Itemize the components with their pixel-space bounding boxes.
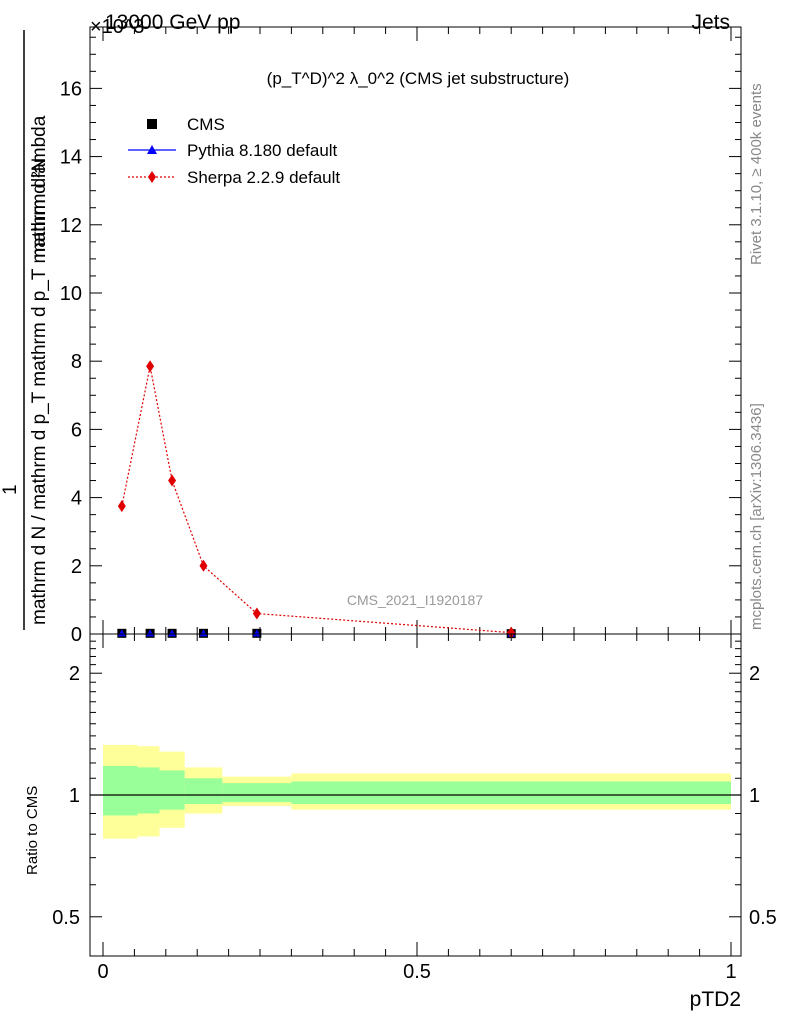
pythia-data-point xyxy=(168,629,177,637)
legend-label: CMS xyxy=(187,115,225,134)
ratio-y-tick-label-right: 1 xyxy=(749,785,760,807)
sherpa-data-point xyxy=(199,559,208,572)
main-y-tick-label: 4 xyxy=(71,488,82,510)
main-y-label: mathrm d²N 1 mathrm d N / mathrm d p_T m… xyxy=(0,30,50,630)
sherpa-data-point xyxy=(146,360,155,373)
main-y-tick-label: 14 xyxy=(60,147,82,169)
ratio-y-tick-label-right: 2 xyxy=(749,663,760,685)
pythia-data-point xyxy=(199,629,208,637)
pythia-data-point xyxy=(117,629,126,637)
legend-marker-cms xyxy=(147,119,157,129)
ratio-band-inner xyxy=(159,770,185,810)
main-y-tick-label: 16 xyxy=(60,78,82,100)
main-y-tick-label: 10 xyxy=(60,283,82,305)
watermark: CMS_2021_I1920187 xyxy=(347,592,483,608)
ratio-y-label: Ratio to CMS xyxy=(24,786,41,875)
sherpa-data-point xyxy=(507,626,516,639)
x-tick-label: 1 xyxy=(725,961,736,983)
sherpa-data-point xyxy=(252,607,261,620)
main-plot-title: (p_T^D)^2 λ_0^2 (CMS jet substructure) xyxy=(267,69,570,88)
legend-label: Pythia 8.180 default xyxy=(187,141,338,160)
ratio-y-tick-label-right: 0.5 xyxy=(749,907,777,929)
ratio-band-inner xyxy=(103,765,138,816)
y-label-one: 1 xyxy=(0,484,21,495)
legend-label: Sherpa 2.2.9 default xyxy=(187,168,340,187)
ratio-band-inner xyxy=(222,783,292,803)
sherpa-data-point xyxy=(168,474,177,487)
x-tick-label: 0 xyxy=(97,961,108,983)
main-y-ticks: 0 2 4 6 8 10 12 14 16 xyxy=(60,36,741,646)
legend-marker-sherpa xyxy=(148,171,156,183)
series-line-sherpa xyxy=(121,366,512,634)
ratio-x-ticks: 0 0.5 1 xyxy=(97,634,737,983)
x-tick-label: 0.5 xyxy=(403,961,431,983)
ratio-y-tick-label: 0.5 xyxy=(52,907,80,929)
main-x-ticks xyxy=(102,27,732,634)
ratio-y-ticks: 0.5 0.5 1 1 2 2 xyxy=(52,633,777,957)
ratio-band-inner xyxy=(184,778,223,805)
main-y-tick-label: 6 xyxy=(71,419,82,441)
header-process: Jets xyxy=(691,11,730,34)
ratio-y-tick-label: 1 xyxy=(69,785,80,807)
main-plot-panel: (p_T^D)^2 λ_0^2 (CMS jet substructure) C… xyxy=(60,26,742,646)
y-label-numerator: mathrm d²N xyxy=(29,158,50,258)
legend: CMS Pythia 8.180 default Sherpa 2.2.9 defa… xyxy=(128,115,340,187)
y-label-denominator: mathrm d N / mathrm d p_T mathrm d p_T m… xyxy=(29,115,50,625)
main-y-tick-label: 12 xyxy=(60,215,82,237)
ratio-band-inner xyxy=(291,781,731,805)
main-y-tick-label: 0 xyxy=(71,624,82,646)
header-energy: 13000 GeV pp xyxy=(105,11,240,34)
mcplots-label: mcplots.cern.ch [arXiv:1306.3436] xyxy=(748,403,765,630)
ratio-y-tick-label: 2 xyxy=(69,663,80,685)
ratio-plot-panel: 0.5 0.51 12 2 0 0.5 1 Ratio to CMS xyxy=(24,633,777,983)
main-y-tick-label: 2 xyxy=(71,556,82,578)
ratio-band-inner xyxy=(137,767,160,814)
ratio-bands xyxy=(103,744,731,839)
rivet-label: Rivet 3.1.10, ≥ 400k events xyxy=(748,83,765,265)
pythia-data-point xyxy=(252,629,261,637)
x-axis-label: pTD2 xyxy=(690,988,741,1011)
pythia-data-point xyxy=(146,629,155,637)
sherpa-data-point xyxy=(117,500,126,513)
legend-marker-pythia xyxy=(147,145,157,154)
main-y-tick-label: 8 xyxy=(71,351,82,373)
